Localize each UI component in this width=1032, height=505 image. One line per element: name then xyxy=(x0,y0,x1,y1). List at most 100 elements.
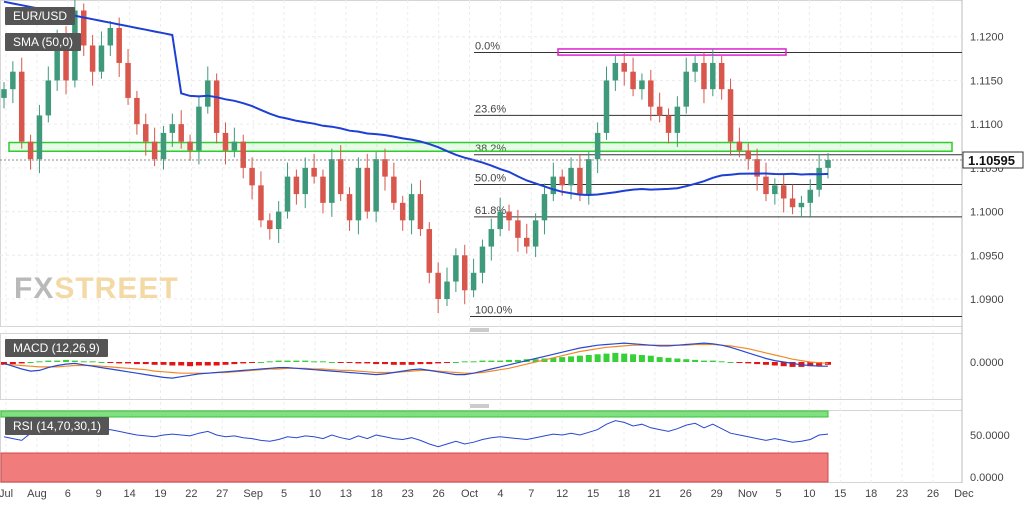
x-tick-label: 14 xyxy=(123,488,135,500)
candle-body xyxy=(559,176,565,186)
candle-body xyxy=(701,62,707,90)
candle-body xyxy=(45,80,52,116)
macd-histogram-bar xyxy=(709,360,716,362)
macd-histogram-bar xyxy=(612,352,619,362)
macd-histogram-bar xyxy=(514,359,521,362)
macd-histogram-bar xyxy=(700,360,707,362)
candle-body xyxy=(789,198,796,208)
candle-body xyxy=(710,62,716,90)
x-tick-label: 23 xyxy=(896,488,908,500)
candle-body xyxy=(532,220,539,247)
x-tick-label: Aug xyxy=(27,488,47,500)
candle-body xyxy=(160,132,167,160)
resistance-zone xyxy=(8,141,953,153)
candle-body xyxy=(10,71,16,90)
current-price-box xyxy=(962,151,1024,169)
candle-body xyxy=(267,220,273,230)
macd-histogram-bar xyxy=(204,362,211,366)
candle-body xyxy=(524,237,530,247)
macd-histogram-bar xyxy=(222,362,229,365)
macd-histogram-bar xyxy=(745,362,752,364)
macd-histogram-bar xyxy=(231,362,238,365)
x-tick-label: Oct xyxy=(461,488,478,500)
macd-histogram-bar xyxy=(621,353,628,362)
macd-histogram-bar xyxy=(532,359,539,362)
x-tick-label: 4 xyxy=(497,488,503,500)
x-tick-label: 18 xyxy=(371,488,383,500)
candle-body xyxy=(329,159,335,203)
macd-histogram-bar xyxy=(426,362,433,365)
candle-body xyxy=(293,176,300,195)
macd-histogram-bar xyxy=(116,362,123,364)
macd-histogram-bar xyxy=(346,362,353,363)
rsi-oversold-zone xyxy=(0,452,829,483)
macd-histogram-bar xyxy=(355,362,362,364)
candle-body xyxy=(178,124,184,142)
candle-body xyxy=(541,194,548,221)
candle-body xyxy=(798,202,805,208)
x-tick-label: 26 xyxy=(927,488,939,500)
candle-body xyxy=(453,255,459,282)
x-tick-label: 9 xyxy=(96,488,102,500)
candle-body xyxy=(816,167,822,190)
macd-histogram-bar xyxy=(506,359,513,362)
macd-histogram-bar xyxy=(381,362,388,365)
macd-histogram-bar xyxy=(399,362,406,365)
candle-body xyxy=(727,89,734,142)
candle-body xyxy=(169,124,176,133)
fxstreet-logo: FXSTREET xyxy=(14,272,179,305)
macd-histogram-bar xyxy=(550,357,557,362)
x-tick-label: 29 xyxy=(711,488,723,500)
y-tick-label: 1.1200 xyxy=(970,32,1004,44)
candle-body xyxy=(302,167,308,195)
macd-histogram-bar xyxy=(27,362,34,363)
rsi-tick-label: 0.0000 xyxy=(970,472,1004,484)
macd-histogram-bar xyxy=(293,360,300,362)
macd-histogram-bar xyxy=(107,362,114,363)
macd-histogram-bar xyxy=(444,362,451,363)
macd-histogram-bar xyxy=(630,354,637,362)
candle-body xyxy=(763,176,769,195)
candle-body xyxy=(497,211,503,230)
candle-body xyxy=(683,71,689,107)
macd-histogram-bar xyxy=(816,362,823,366)
candle-body xyxy=(125,62,131,98)
candle-body xyxy=(461,255,468,291)
sma-label: SMA (50,0) xyxy=(5,33,82,51)
macd-histogram-bar xyxy=(762,362,769,365)
candle-body xyxy=(435,272,441,300)
x-tick-label: 5 xyxy=(775,488,781,500)
candle-body xyxy=(205,80,211,107)
rsi-line xyxy=(3,420,829,448)
macd-histogram-bar xyxy=(45,360,52,362)
candle-body xyxy=(134,97,140,125)
candle-body xyxy=(603,80,610,133)
top-zone xyxy=(557,48,787,56)
sma-50-line xyxy=(3,0,829,197)
y-tick-label: 1.1150 xyxy=(970,75,1003,87)
candle-body xyxy=(1,89,7,98)
candle-body xyxy=(116,27,122,63)
y-tick-label: 1.0950 xyxy=(970,250,1004,262)
candle-body xyxy=(231,141,238,151)
candle-body xyxy=(187,141,193,151)
macd-histogram-bar xyxy=(479,360,486,362)
candle-body xyxy=(444,281,450,300)
candle-body xyxy=(577,167,583,195)
candle-body xyxy=(506,211,512,221)
macd-histogram-bar xyxy=(98,362,105,363)
candle-body xyxy=(320,176,326,203)
candle-body xyxy=(107,27,114,46)
macd-histogram-bar xyxy=(771,362,778,366)
y-tick-label: 1.1000 xyxy=(970,207,1004,219)
macd-histogram-bar xyxy=(364,362,371,364)
candle-body xyxy=(488,229,495,247)
candle-body xyxy=(408,194,415,221)
macd-histogram-bar xyxy=(319,361,326,363)
x-tick-label: 23 xyxy=(402,488,414,500)
fib-level-label: 0.0% xyxy=(475,40,500,52)
x-tick-label: 26 xyxy=(680,488,692,500)
symbol-label: EUR/USD xyxy=(5,7,76,25)
macd-histogram-bar xyxy=(187,362,194,367)
